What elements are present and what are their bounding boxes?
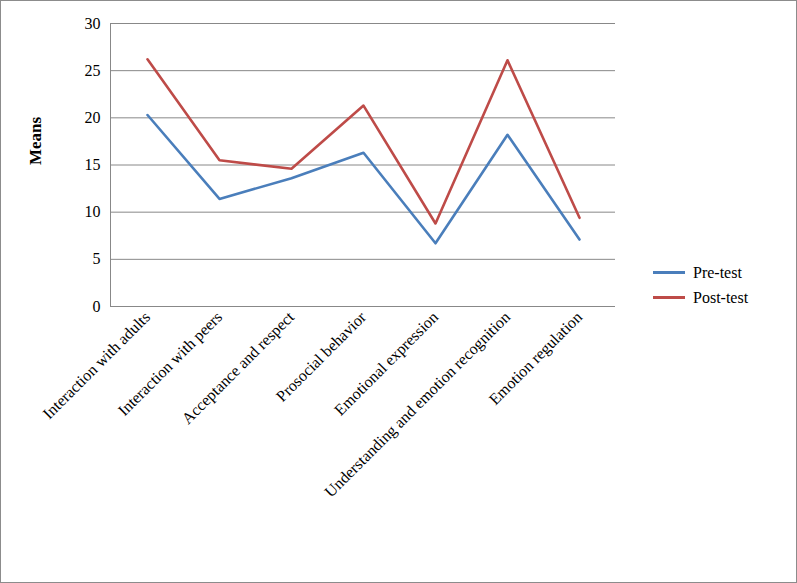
html-text:Pre-test: Pre-test	[693, 263, 742, 281]
svg-text:Understanding and emotion reco: Understanding and emotion recognition	[321, 308, 514, 501]
svg-text:20: 20	[85, 109, 101, 126]
svg-text:Emotional expression: Emotional expression	[330, 308, 442, 419]
svg-text:30: 30	[85, 15, 101, 32]
svg-text:Emotion regulation: Emotion regulation	[486, 308, 586, 408]
svg-text:Means: Means	[26, 116, 45, 165]
html-text:Post-test: Post-test	[693, 288, 749, 306]
svg-text:10: 10	[85, 203, 101, 220]
svg-text:5: 5	[93, 250, 101, 267]
svg-text:Interaction with adults: Interaction with adults	[39, 308, 154, 422]
svg-text:0: 0	[93, 298, 101, 315]
svg-text:Acceptance and respect: Acceptance and respect	[178, 308, 298, 428]
svg-text:25: 25	[85, 62, 101, 79]
svg-text:Interaction with peers: Interaction with peers	[114, 308, 226, 419]
svg-text:Prosocial behavior: Prosocial behavior	[272, 308, 370, 405]
svg-text:15: 15	[85, 156, 101, 173]
